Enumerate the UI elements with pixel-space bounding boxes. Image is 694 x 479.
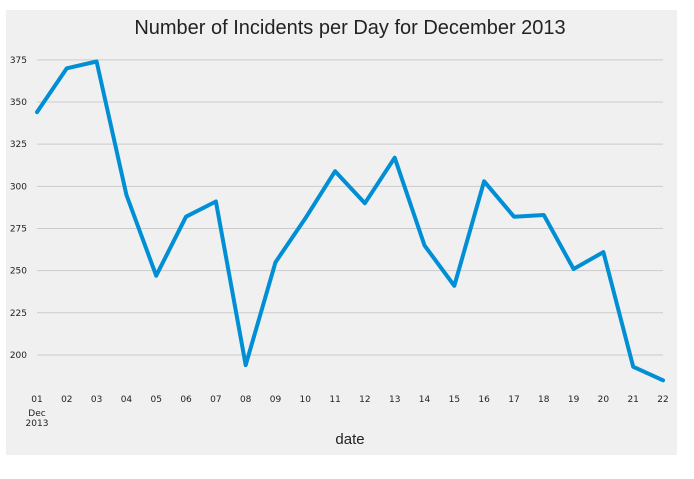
x-tick-label: 11 [329,395,340,405]
y-tick-label: 250 [10,267,27,277]
x-tick-label: 10 [300,395,312,405]
y-tick-label: 300 [10,182,27,192]
x-tick-label: 09 [270,395,282,405]
y-tick-label: 325 [10,140,27,150]
x-tick-label: 06 [180,395,192,405]
x-tick-label: 22 [657,395,668,405]
x-tick-label: 14 [419,395,431,405]
x-tick-label: 15 [449,395,460,405]
y-tick-label: 275 [10,224,27,234]
x-tick-label: 17 [508,395,519,405]
x-tick-label: 07 [210,395,221,405]
y-tick-label: 350 [10,98,27,108]
line-chart: Number of Incidents per Day for December… [10,17,669,448]
x-axis-label: date [335,431,364,448]
x-tick-year-label: 2013 [26,419,49,429]
x-tick-label: 08 [240,395,252,405]
x-tick-label: 16 [478,395,490,405]
x-tick-label: 21 [627,395,638,405]
x-tick-month-label: Dec [28,409,45,419]
chart-title: Number of Incidents per Day for December… [134,17,565,39]
x-tick-label: 19 [568,395,580,405]
x-tick-label: 04 [121,395,133,405]
x-tick-label: 03 [91,395,102,405]
chart-figure: Number of Incidents per Day for December… [6,10,677,455]
y-tick-label: 225 [10,309,27,319]
y-tick-label: 200 [10,351,27,361]
series-line [35,59,665,383]
x-tick-label: 05 [151,395,162,405]
x-tick-label: 13 [389,395,400,405]
x-tick-label: 01 [31,395,42,405]
x-tick-label: 12 [359,395,370,405]
y-tick-label: 375 [10,56,27,66]
x-tick-label: 18 [538,395,550,405]
x-tick-label: 02 [61,395,72,405]
x-tick-label: 20 [598,395,610,405]
